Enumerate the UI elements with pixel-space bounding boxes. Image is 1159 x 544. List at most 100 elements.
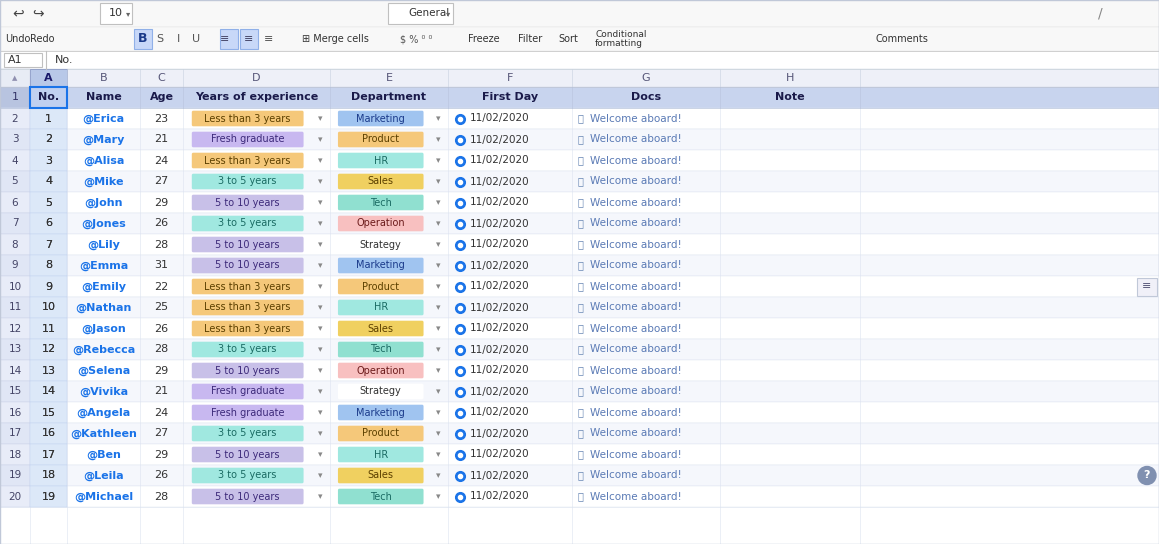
Bar <box>30 297 67 318</box>
FancyBboxPatch shape <box>338 237 423 252</box>
Bar <box>3 53 42 67</box>
Text: Strategy: Strategy <box>359 239 402 250</box>
Text: 3: 3 <box>12 134 19 145</box>
FancyBboxPatch shape <box>338 321 423 336</box>
Bar <box>0 465 1159 486</box>
Text: ▾: ▾ <box>436 219 440 228</box>
Text: ▾: ▾ <box>318 219 322 228</box>
FancyBboxPatch shape <box>338 132 423 147</box>
Text: Welcome aboard!: Welcome aboard! <box>590 197 681 207</box>
Text: @Angela: @Angela <box>76 407 131 418</box>
FancyBboxPatch shape <box>338 489 423 504</box>
Text: 20: 20 <box>8 491 22 502</box>
Text: ↩: ↩ <box>13 7 24 21</box>
Text: 8: 8 <box>12 239 19 250</box>
Bar <box>30 213 67 234</box>
Text: E: E <box>386 73 393 83</box>
Text: Note: Note <box>775 92 804 102</box>
FancyBboxPatch shape <box>191 258 304 273</box>
Text: Welcome aboard!: Welcome aboard! <box>590 449 681 460</box>
Text: 11/02/2020: 11/02/2020 <box>471 156 530 165</box>
Bar <box>30 234 67 255</box>
Text: 5 to 10 years: 5 to 10 years <box>216 197 280 207</box>
Text: 🗎: 🗎 <box>577 281 583 292</box>
Text: 11: 11 <box>8 302 22 312</box>
Text: 16: 16 <box>42 429 56 438</box>
Text: ▾: ▾ <box>318 450 322 459</box>
Text: B: B <box>138 33 147 46</box>
Text: 15: 15 <box>42 407 56 417</box>
Text: ▾: ▾ <box>318 471 322 480</box>
FancyBboxPatch shape <box>191 363 304 378</box>
Text: 11/02/2020: 11/02/2020 <box>471 302 530 312</box>
Text: 3 to 5 years: 3 to 5 years <box>219 429 277 438</box>
Text: 5: 5 <box>45 197 52 207</box>
Text: 31: 31 <box>154 261 168 270</box>
Text: F: F <box>506 73 513 83</box>
Text: 17: 17 <box>42 449 56 460</box>
Text: ▾: ▾ <box>436 135 440 144</box>
Bar <box>0 192 1159 213</box>
FancyBboxPatch shape <box>338 384 423 399</box>
Text: A: A <box>44 73 53 83</box>
Text: ▾: ▾ <box>436 198 440 207</box>
Text: @John: @John <box>85 197 123 208</box>
Text: Less than 3 years: Less than 3 years <box>204 324 291 333</box>
Text: 🗎: 🗎 <box>577 407 583 417</box>
Text: G: G <box>642 73 650 83</box>
Text: 27: 27 <box>154 176 168 187</box>
Text: 5 to 10 years: 5 to 10 years <box>216 366 280 375</box>
Text: No.: No. <box>38 92 59 102</box>
Text: ▾: ▾ <box>436 492 440 501</box>
Text: 27: 27 <box>154 429 168 438</box>
Text: Welcome aboard!: Welcome aboard! <box>590 281 681 292</box>
Text: 15: 15 <box>8 386 22 397</box>
Bar <box>30 360 67 381</box>
Bar <box>0 87 1159 108</box>
Text: @Emily: @Emily <box>81 281 126 292</box>
Bar <box>30 423 67 444</box>
Text: D: D <box>253 73 261 83</box>
Text: ▾: ▾ <box>436 114 440 123</box>
Bar <box>0 297 30 318</box>
Text: 24: 24 <box>154 407 168 417</box>
Bar <box>134 29 152 49</box>
Text: ▾: ▾ <box>318 324 322 333</box>
Text: 1: 1 <box>45 114 52 123</box>
Text: General: General <box>408 9 450 18</box>
Text: 18: 18 <box>42 471 56 480</box>
Text: 🗎: 🗎 <box>577 491 583 502</box>
Text: Redo: Redo <box>30 34 54 44</box>
Text: 28: 28 <box>154 344 168 355</box>
Text: Welcome aboard!: Welcome aboard! <box>590 324 681 333</box>
Text: 6: 6 <box>45 219 52 228</box>
FancyBboxPatch shape <box>338 216 423 231</box>
FancyBboxPatch shape <box>191 342 304 357</box>
Text: 🗎: 🗎 <box>577 449 583 460</box>
Text: 12: 12 <box>42 344 56 355</box>
Bar <box>0 234 1159 255</box>
Bar <box>30 276 67 297</box>
Text: 5 to 10 years: 5 to 10 years <box>216 449 280 460</box>
Bar <box>0 381 30 402</box>
Text: 11: 11 <box>42 324 56 333</box>
Text: 11/02/2020: 11/02/2020 <box>471 197 530 207</box>
Text: ▾: ▾ <box>436 471 440 480</box>
Text: Less than 3 years: Less than 3 years <box>204 114 291 123</box>
Text: 🗎: 🗎 <box>577 219 583 228</box>
Bar <box>0 381 1159 402</box>
Bar <box>0 255 1159 276</box>
Text: Tech: Tech <box>370 197 392 207</box>
Text: 10: 10 <box>8 281 22 292</box>
Text: 11/02/2020: 11/02/2020 <box>471 386 530 397</box>
Text: ▾: ▾ <box>436 345 440 354</box>
FancyBboxPatch shape <box>191 174 304 189</box>
Text: ▾: ▾ <box>318 492 322 501</box>
Text: 8: 8 <box>45 261 52 270</box>
Text: 4: 4 <box>12 156 19 165</box>
Text: 11/02/2020: 11/02/2020 <box>471 219 530 228</box>
Text: ▲: ▲ <box>13 75 17 81</box>
Text: 🗎: 🗎 <box>577 176 583 187</box>
Text: 4: 4 <box>45 176 52 187</box>
Text: @Alisa: @Alisa <box>82 156 124 165</box>
